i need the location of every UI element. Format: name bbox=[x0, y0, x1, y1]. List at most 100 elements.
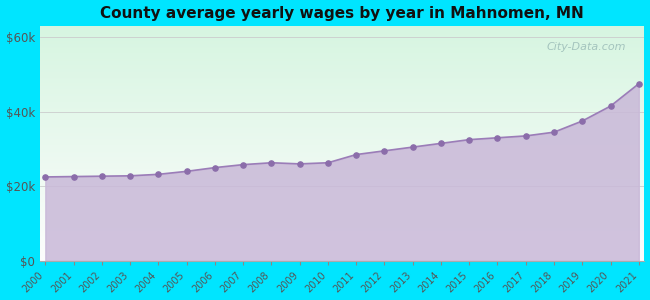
Bar bbox=[40, 160, 644, 161]
Point bbox=[68, 174, 79, 179]
Bar bbox=[40, 78, 644, 79]
Bar bbox=[40, 96, 644, 98]
Point bbox=[125, 173, 135, 178]
Bar bbox=[40, 38, 644, 39]
Bar bbox=[40, 188, 644, 189]
Bar bbox=[40, 168, 644, 169]
Bar bbox=[40, 190, 644, 191]
Bar bbox=[40, 116, 644, 118]
Bar bbox=[40, 218, 644, 219]
Bar bbox=[40, 126, 644, 127]
Bar bbox=[40, 73, 644, 74]
Bar bbox=[40, 230, 644, 232]
Bar bbox=[40, 59, 644, 60]
Bar bbox=[40, 205, 644, 206]
Bar bbox=[40, 167, 644, 168]
Bar bbox=[40, 194, 644, 195]
Bar bbox=[40, 60, 644, 61]
Bar bbox=[40, 183, 644, 184]
Bar bbox=[40, 155, 644, 156]
Bar bbox=[40, 132, 644, 133]
Bar bbox=[40, 249, 644, 250]
Bar bbox=[40, 182, 644, 183]
Point bbox=[521, 134, 531, 138]
Bar bbox=[40, 242, 644, 243]
Bar bbox=[40, 35, 644, 37]
Bar bbox=[40, 228, 644, 229]
Bar bbox=[40, 69, 644, 70]
Bar bbox=[40, 110, 644, 112]
Bar bbox=[40, 212, 644, 213]
Bar bbox=[40, 93, 644, 94]
Bar bbox=[40, 243, 644, 244]
Point bbox=[238, 162, 248, 167]
Bar bbox=[40, 122, 644, 123]
Bar bbox=[40, 229, 644, 230]
Bar bbox=[40, 81, 644, 82]
Bar bbox=[40, 114, 644, 115]
Bar bbox=[40, 136, 644, 137]
Bar bbox=[40, 113, 644, 114]
Bar bbox=[40, 142, 644, 143]
Bar bbox=[40, 158, 644, 159]
Bar bbox=[40, 82, 644, 83]
Bar bbox=[40, 235, 644, 236]
Bar bbox=[40, 222, 644, 223]
Bar bbox=[40, 177, 644, 178]
Bar bbox=[40, 223, 644, 224]
Bar bbox=[40, 195, 644, 196]
Bar bbox=[40, 209, 644, 210]
Bar bbox=[40, 216, 644, 217]
Bar bbox=[40, 196, 644, 197]
Bar bbox=[40, 39, 644, 40]
Bar bbox=[40, 127, 644, 128]
Bar bbox=[40, 208, 644, 209]
Bar bbox=[40, 86, 644, 87]
Bar bbox=[40, 98, 644, 99]
Bar bbox=[40, 46, 644, 47]
Bar bbox=[40, 40, 644, 41]
Bar bbox=[40, 207, 644, 208]
Bar bbox=[40, 215, 644, 216]
Point bbox=[379, 148, 389, 153]
Point bbox=[408, 145, 418, 149]
Bar bbox=[40, 202, 644, 203]
Bar bbox=[40, 234, 644, 235]
Bar bbox=[40, 92, 644, 93]
Bar bbox=[40, 123, 644, 124]
Bar bbox=[40, 206, 644, 207]
Bar bbox=[40, 58, 644, 59]
Point bbox=[549, 130, 559, 135]
Bar bbox=[40, 149, 644, 150]
Point bbox=[605, 104, 616, 109]
Bar bbox=[40, 99, 644, 100]
Bar bbox=[40, 102, 644, 104]
Bar bbox=[40, 80, 644, 81]
Point bbox=[40, 175, 51, 179]
Point bbox=[464, 137, 474, 142]
Bar bbox=[40, 166, 644, 167]
Bar bbox=[40, 29, 644, 31]
Bar bbox=[40, 186, 644, 187]
Bar bbox=[40, 121, 644, 122]
Bar bbox=[40, 50, 644, 51]
Bar bbox=[40, 91, 644, 92]
Bar bbox=[40, 153, 644, 154]
Bar bbox=[40, 244, 644, 246]
Bar bbox=[40, 31, 644, 32]
Bar bbox=[40, 173, 644, 174]
Bar bbox=[40, 257, 644, 259]
Bar bbox=[40, 187, 644, 188]
Bar bbox=[40, 214, 644, 215]
Bar bbox=[40, 197, 644, 199]
Bar bbox=[40, 226, 644, 227]
Bar bbox=[40, 74, 644, 75]
Bar bbox=[40, 67, 644, 68]
Point bbox=[294, 161, 305, 166]
Bar bbox=[40, 108, 644, 109]
Bar bbox=[40, 112, 644, 113]
Bar bbox=[40, 87, 644, 88]
Bar bbox=[40, 47, 644, 48]
Bar bbox=[40, 105, 644, 106]
Bar bbox=[40, 72, 644, 73]
